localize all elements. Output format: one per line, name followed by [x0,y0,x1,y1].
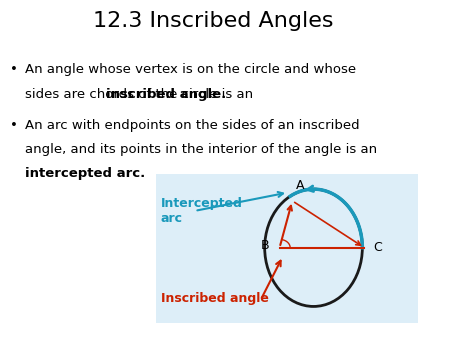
Text: intercepted arc.: intercepted arc. [25,167,145,180]
Bar [157,174,418,323]
Text: •: • [10,64,18,76]
Text: inscribed angle.: inscribed angle. [106,88,226,100]
Text: An arc with endpoints on the sides of an inscribed: An arc with endpoints on the sides of an… [25,119,360,132]
Text: Inscribed angle: Inscribed angle [161,292,269,305]
Text: angle, and its points in the interior of the angle is an: angle, and its points in the interior of… [25,143,377,156]
Text: A: A [296,179,304,192]
Text: B: B [260,239,269,251]
Text: Intercepted
arc: Intercepted arc [161,197,243,225]
Text: 12.3 Inscribed Angles: 12.3 Inscribed Angles [94,11,334,31]
Text: •: • [10,119,18,132]
Text: C: C [373,241,382,254]
Text: An angle whose vertex is on the circle and whose: An angle whose vertex is on the circle a… [25,64,356,76]
Text: sides are chords of the circle is an: sides are chords of the circle is an [25,88,257,100]
